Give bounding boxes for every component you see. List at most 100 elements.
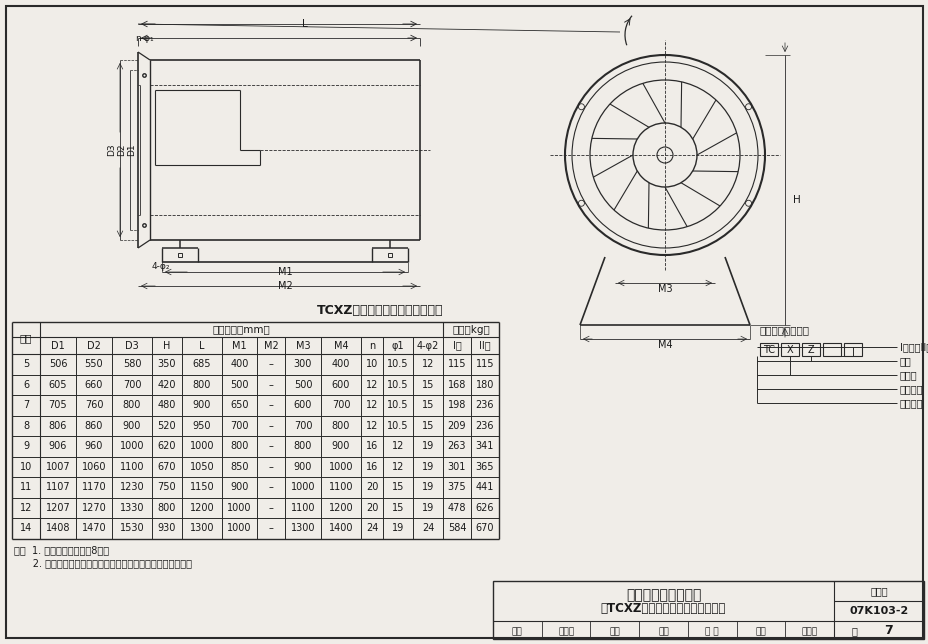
Text: 670: 670	[475, 523, 494, 533]
Text: 584: 584	[447, 523, 466, 533]
Text: 400: 400	[230, 359, 249, 369]
Text: II型: II型	[479, 341, 490, 350]
Text: 660: 660	[84, 380, 103, 390]
Text: 12: 12	[421, 359, 433, 369]
Text: 15: 15	[421, 380, 433, 390]
Text: 1000: 1000	[329, 462, 353, 472]
Text: 198: 198	[447, 401, 466, 410]
Text: 800: 800	[122, 401, 141, 410]
Text: H: H	[793, 195, 800, 205]
Text: 685: 685	[192, 359, 211, 369]
Bar	[780, 343, 798, 356]
Text: 7: 7	[23, 401, 29, 410]
Text: X: X	[786, 345, 793, 354]
Text: 500: 500	[293, 380, 312, 390]
Text: I单速，II双速: I单速，II双速	[899, 342, 928, 352]
Text: n: n	[368, 341, 375, 350]
Text: 6: 6	[23, 380, 29, 390]
Text: –: –	[268, 462, 273, 472]
Text: 906: 906	[49, 441, 67, 451]
Text: 365: 365	[475, 462, 494, 472]
Text: 420: 420	[158, 380, 176, 390]
Text: 4-φ₂: 4-φ₂	[151, 261, 170, 270]
Text: 机号: 机号	[899, 356, 910, 366]
Text: 1170: 1170	[82, 482, 106, 492]
Text: 1000: 1000	[189, 441, 214, 451]
Text: 1000: 1000	[290, 482, 315, 492]
Text: 10: 10	[19, 462, 32, 472]
Text: 750: 750	[158, 482, 176, 492]
Text: 12: 12	[366, 380, 378, 390]
Text: 24: 24	[421, 523, 433, 533]
Text: 消防排烟: 消防排烟	[899, 384, 922, 394]
Text: 263: 263	[447, 441, 466, 451]
Text: 800: 800	[158, 503, 176, 513]
Text: 850: 850	[230, 462, 249, 472]
Text: 900: 900	[193, 401, 211, 410]
Text: 600: 600	[293, 401, 312, 410]
Text: 12: 12	[19, 503, 32, 513]
Text: φ1: φ1	[392, 341, 404, 350]
Text: 注：  1. 风机性能参数见第8页。: 注： 1. 风机性能参数见第8页。	[14, 545, 109, 556]
Text: 900: 900	[230, 482, 249, 492]
Text: 7: 7	[883, 625, 893, 638]
Text: 705: 705	[48, 401, 67, 410]
Text: 800: 800	[230, 441, 249, 451]
Text: 1300: 1300	[290, 523, 315, 533]
Text: 236: 236	[475, 421, 494, 431]
Bar	[844, 343, 861, 356]
Text: 15: 15	[392, 503, 404, 513]
Text: –: –	[268, 523, 273, 533]
Text: D1: D1	[127, 144, 136, 156]
Text: –: –	[268, 401, 273, 410]
Text: D3: D3	[125, 341, 138, 350]
Text: 1400: 1400	[329, 523, 353, 533]
Text: 700: 700	[293, 421, 312, 431]
Text: 12: 12	[366, 401, 378, 410]
Text: 860: 860	[84, 421, 103, 431]
Text: 图集号: 图集号	[870, 586, 887, 596]
Bar	[759, 343, 777, 356]
Text: 1150: 1150	[189, 482, 214, 492]
Text: 1270: 1270	[82, 503, 107, 513]
Text: M3: M3	[657, 284, 672, 294]
Text: 580: 580	[122, 359, 141, 369]
Text: 19: 19	[392, 523, 404, 533]
Text: 15: 15	[392, 482, 404, 492]
Text: M1: M1	[232, 341, 247, 350]
Text: TCXZ型高温消防轴流风机尺寸表: TCXZ型高温消防轴流风机尺寸表	[316, 303, 443, 316]
Text: –: –	[268, 380, 273, 390]
Text: 14: 14	[19, 523, 32, 533]
Text: 2. 本表根据广州市泰昌实业有限公司提供的技术资料编制。: 2. 本表根据广州市泰昌实业有限公司提供的技术资料编制。	[14, 558, 192, 569]
Text: –: –	[268, 482, 273, 492]
Text: 1007: 1007	[45, 462, 71, 472]
Text: 陈英华: 陈英华	[801, 627, 817, 636]
Text: 168: 168	[447, 380, 466, 390]
Text: 制图: 制图	[609, 627, 620, 636]
Text: 15: 15	[421, 401, 433, 410]
Text: Z: Z	[806, 345, 814, 354]
Text: 19: 19	[421, 462, 433, 472]
Text: 轴流式: 轴流式	[899, 370, 917, 380]
Text: 19: 19	[421, 482, 433, 492]
Text: 1100: 1100	[290, 503, 315, 513]
Text: 11: 11	[19, 482, 32, 492]
Text: 15: 15	[421, 421, 433, 431]
Text: 5: 5	[23, 359, 29, 369]
Text: 301: 301	[447, 462, 466, 472]
Text: 950: 950	[192, 421, 211, 431]
Text: 115: 115	[447, 359, 466, 369]
Text: TC: TC	[762, 345, 774, 354]
Text: 800: 800	[193, 380, 211, 390]
Text: 傅建勋: 傅建勋	[558, 627, 574, 636]
Text: 防烟、排烟风机外形: 防烟、排烟风机外形	[625, 588, 701, 602]
Text: 441: 441	[475, 482, 494, 492]
Text: n-φ₁: n-φ₁	[135, 33, 153, 43]
Text: 12: 12	[392, 462, 404, 472]
Text: H: H	[163, 341, 171, 350]
Text: 设计: 设计	[754, 627, 766, 636]
Text: –: –	[268, 359, 273, 369]
Text: 16: 16	[366, 462, 378, 472]
Text: 型号表示方式说明: 型号表示方式说明	[759, 325, 809, 335]
Bar	[822, 343, 840, 356]
